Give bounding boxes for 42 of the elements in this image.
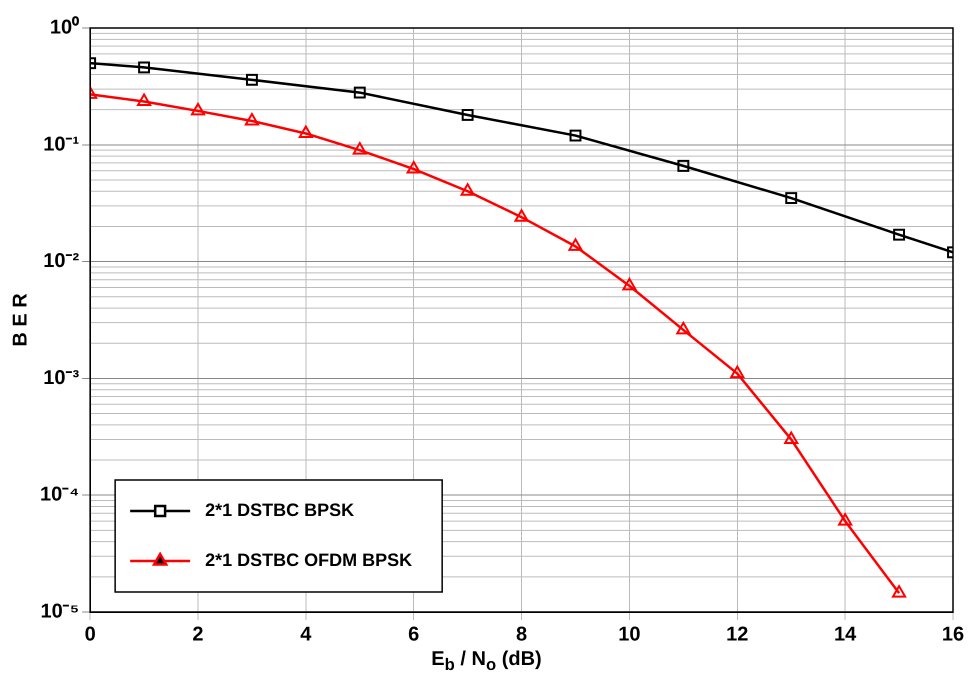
point (622, 278, 636, 290)
point (406, 161, 421, 174)
point (893, 228, 906, 241)
x-tick-label: 16 (942, 624, 964, 646)
point (298, 125, 313, 138)
x-tick-label: 14 (834, 624, 858, 646)
point (838, 513, 852, 526)
point (568, 238, 583, 251)
y-tick-label: 10⁻² (43, 250, 80, 272)
legend-label: 2*1 DSTBC OFDM BPSK (205, 550, 412, 570)
x-tick-label: 10 (618, 624, 641, 646)
point (244, 112, 259, 126)
y-tick-label: 10⁰ (50, 16, 80, 39)
x-axis-title: E$_{b}$ / N$_{o}$ (dB) (430, 648, 543, 675)
y-tick-label: 10⁻³ (43, 366, 80, 389)
point (785, 192, 798, 204)
point (352, 142, 367, 155)
x-tick-label: 4 (300, 624, 312, 646)
legend-label: 2*1 DSTBC BPSK (205, 500, 354, 520)
y-axis-title: B E R (10, 292, 32, 347)
point (892, 585, 906, 598)
point (354, 86, 366, 99)
point (676, 322, 690, 334)
y-tick-label: 10⁻⁴ (40, 484, 80, 506)
x-tick-label: 8 (516, 624, 528, 646)
x-tick-label: 0 (84, 624, 96, 646)
y-tick-label: 10⁻¹ (43, 133, 80, 156)
point (460, 183, 475, 196)
x-tick-label: 2 (192, 624, 204, 646)
point (462, 109, 474, 121)
point (138, 61, 150, 74)
point (246, 74, 258, 86)
point (730, 366, 744, 378)
point (570, 130, 582, 142)
x-tick-label: 12 (726, 624, 748, 646)
point (514, 209, 529, 222)
point (784, 431, 798, 444)
y-tick-label: 10⁻⁵ (40, 600, 80, 623)
point (190, 102, 206, 116)
point (677, 160, 690, 172)
x-tick-label: 6 (408, 624, 420, 646)
point (137, 93, 152, 106)
